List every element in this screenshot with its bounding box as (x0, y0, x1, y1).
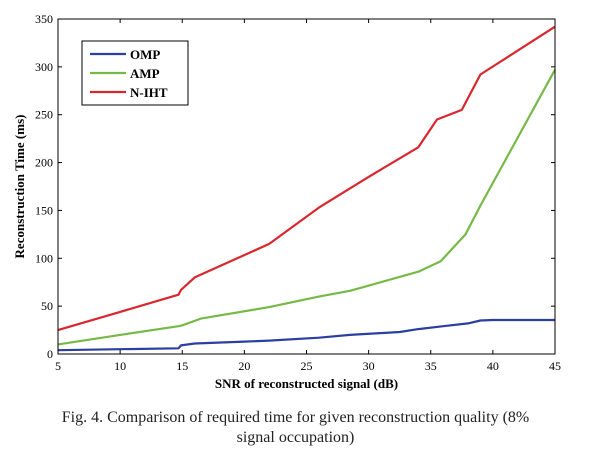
line-chart: 5 10 15 20 25 30 35 40 45 0 50 100 150 200 250 300 350 S… (12, 12, 561, 391)
legend-label-omp: OMP (130, 47, 160, 62)
y-tick-label: 100 (35, 251, 53, 265)
y-tick-label: 0 (47, 347, 53, 361)
series-line-amp (57, 69, 556, 346)
y-tick-label: 150 (35, 203, 53, 217)
x-tick-label: 40 (487, 359, 499, 373)
x-tick-label: 45 (549, 359, 561, 373)
tick-layer: 5 10 15 20 25 30 35 40 45 0 50 100 150 200 250 300 350 (35, 12, 561, 373)
y-tick-label: 250 (35, 108, 53, 122)
figure-caption-line-2: signal occupation) (236, 429, 355, 446)
x-tick-label: 15 (176, 359, 188, 373)
x-axis-title: SNR of reconstructed signal (dB) (215, 376, 398, 391)
x-tick-label: 10 (114, 359, 126, 373)
y-tick-label: 200 (35, 156, 53, 170)
legend-label-amp: AMP (130, 66, 160, 81)
y-tick-label: 350 (35, 12, 53, 26)
legend: OMP AMP N-IHT (81, 40, 189, 106)
x-tick-label: 20 (238, 359, 250, 373)
series-layer (57, 25, 556, 352)
x-tick-label: 35 (425, 359, 437, 373)
x-tick-label: 30 (363, 359, 375, 373)
series-line-omp (57, 318, 555, 352)
x-tick-label: 25 (301, 359, 313, 373)
series-line-n-iht (57, 25, 556, 332)
y-tick-label: 300 (35, 60, 53, 74)
x-tick-label: 5 (55, 359, 61, 373)
y-tick-label: 50 (41, 299, 53, 313)
legend-label-n-iht: N-IHT (130, 85, 168, 100)
y-axis-title: Reconstruction Time (ms) (12, 115, 27, 259)
figure-caption-line-1: Fig. 4. Comparison of required time for … (61, 409, 530, 426)
